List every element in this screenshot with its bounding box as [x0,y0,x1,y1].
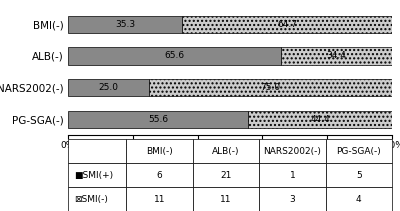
Text: 25.0: 25.0 [98,83,118,92]
Bar [182,16,392,33]
Text: 44.4: 44.4 [310,115,330,124]
Bar [68,79,149,96]
Bar [68,47,280,65]
Text: 65.6: 65.6 [164,51,184,60]
Text: 55.6: 55.6 [148,115,168,124]
Bar [149,79,392,96]
Text: 35.3: 35.3 [115,20,135,29]
Text: 75.0: 75.0 [260,83,280,92]
Bar [68,16,182,33]
Text: 34.4: 34.4 [326,51,346,60]
Bar [248,111,392,128]
Text: 64.7: 64.7 [277,20,297,29]
Bar [280,47,392,65]
Bar [68,111,248,128]
